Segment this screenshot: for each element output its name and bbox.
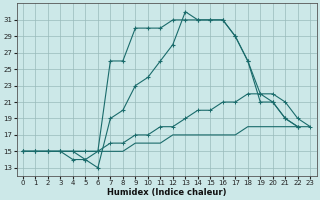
X-axis label: Humidex (Indice chaleur): Humidex (Indice chaleur)	[107, 188, 226, 197]
